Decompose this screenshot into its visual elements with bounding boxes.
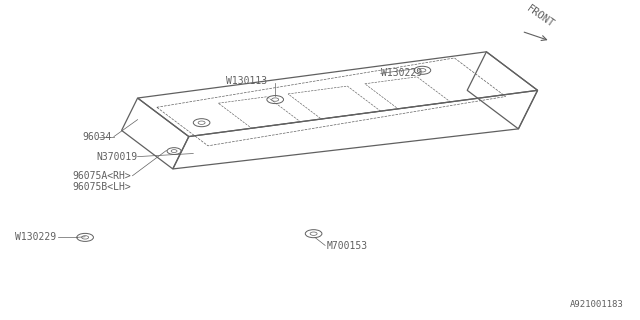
Text: N370019: N370019	[97, 152, 138, 162]
Text: FRONT: FRONT	[525, 4, 556, 30]
Text: W130229: W130229	[381, 68, 422, 78]
Text: W130113: W130113	[226, 76, 267, 86]
Text: 96075A<RH>: 96075A<RH>	[72, 171, 131, 181]
Text: 96034: 96034	[83, 132, 112, 141]
Text: W130229: W130229	[15, 232, 56, 242]
Text: M700153: M700153	[326, 241, 367, 251]
Text: A921001183: A921001183	[570, 300, 624, 309]
Text: 96075B<LH>: 96075B<LH>	[72, 182, 131, 192]
